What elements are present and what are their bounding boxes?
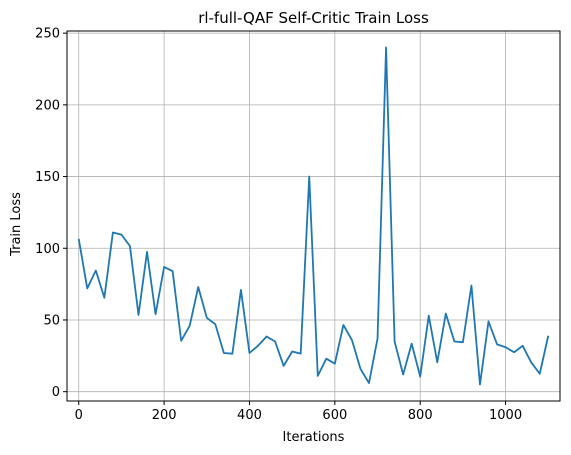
x-tick-label: 800: [408, 408, 433, 423]
y-tick-label: 0: [52, 385, 60, 400]
y-axis-label: Train Loss: [9, 192, 24, 257]
y-tick-label: 250: [35, 27, 60, 42]
x-tick-label: 600: [322, 408, 347, 423]
x-tick-label: 1000: [489, 408, 522, 423]
grid: [67, 31, 560, 401]
y-axis: 0 50 100 150 200 250: [35, 27, 67, 400]
chart-title: rl-full-QAF Self-Critic Train Loss: [198, 9, 429, 27]
y-tick-label: 150: [35, 170, 60, 185]
y-tick-label: 200: [35, 98, 60, 113]
x-tick-label: 0: [75, 408, 83, 423]
x-tick-label: 200: [152, 408, 177, 423]
x-tick-label: 400: [237, 408, 262, 423]
x-axis-label: Iterations: [283, 430, 345, 445]
y-tick-label: 50: [43, 313, 60, 328]
y-tick-label: 100: [35, 242, 60, 257]
x-axis: 0 200 400 600 800 1000: [75, 401, 522, 423]
train-loss-line: [77, 46, 550, 386]
plot-area-frame: [66, 30, 561, 402]
